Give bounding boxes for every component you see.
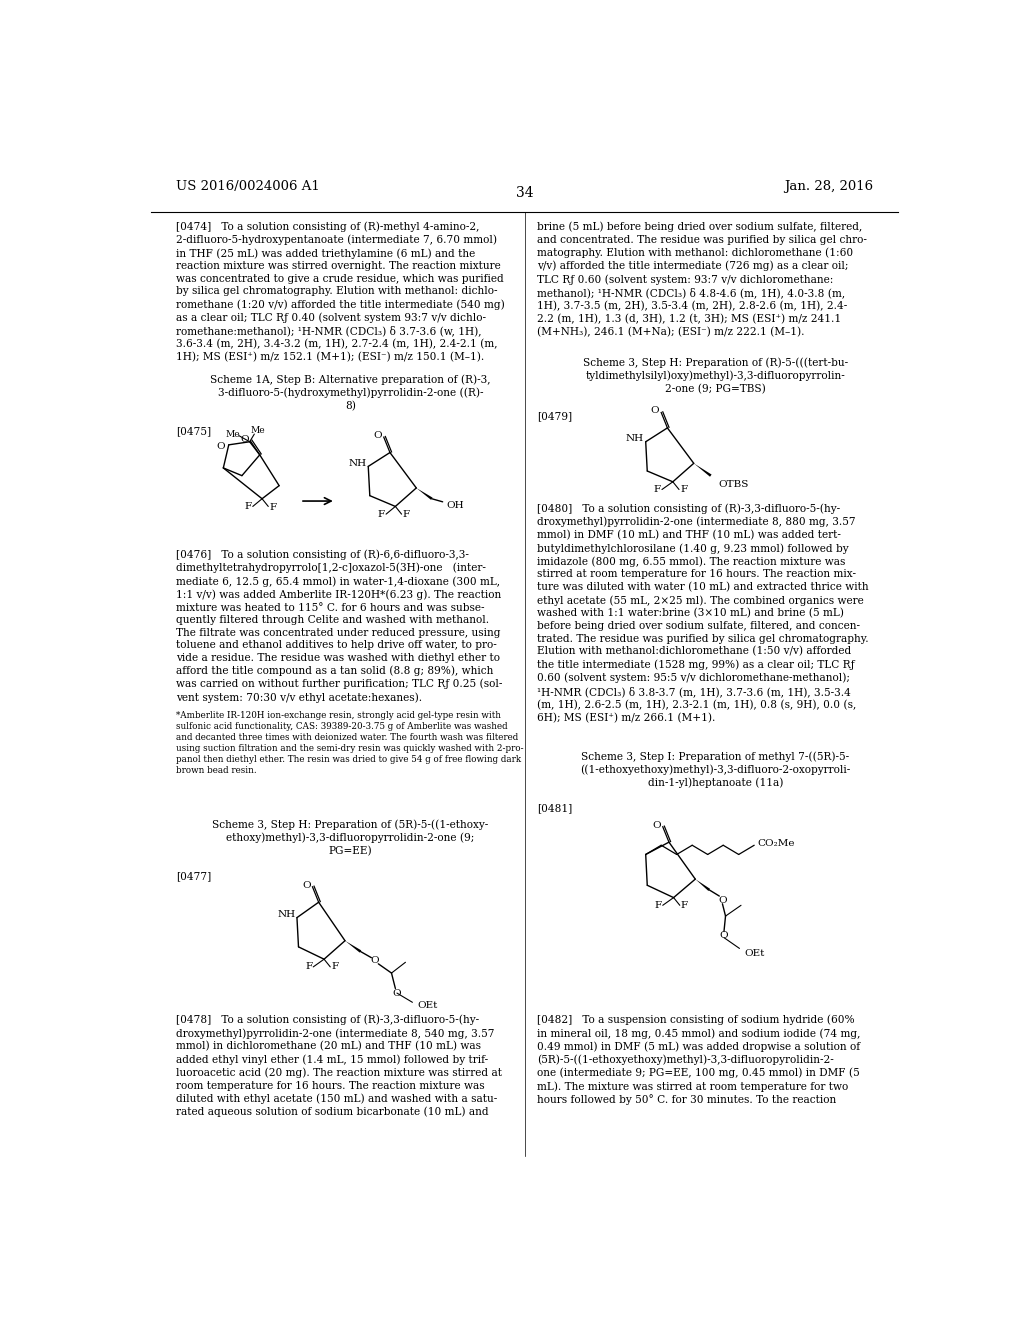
Text: [0477]: [0477] bbox=[176, 871, 211, 882]
Text: O: O bbox=[373, 432, 382, 440]
Text: O: O bbox=[240, 436, 249, 444]
Text: Jan. 28, 2016: Jan. 28, 2016 bbox=[784, 180, 873, 193]
Text: OH: OH bbox=[446, 502, 464, 510]
Text: F: F bbox=[378, 510, 385, 519]
Text: [0476]   To a solution consisting of (R)-6,6-difluoro-3,3-
dimethyltetrahydropyr: [0476] To a solution consisting of (R)-6… bbox=[176, 549, 503, 702]
Text: [0482]   To a suspension consisting of sodium hydride (60%
in mineral oil, 18 mg: [0482] To a suspension consisting of sod… bbox=[538, 1015, 860, 1105]
Text: O: O bbox=[217, 442, 225, 451]
Text: [0480]   To a solution consisting of (R)-3,3-difluoro-5-(hy-
droxymethyl)pyrroli: [0480] To a solution consisting of (R)-3… bbox=[538, 503, 868, 723]
Text: CO₂Me: CO₂Me bbox=[758, 840, 795, 849]
Text: OEt: OEt bbox=[417, 1001, 437, 1010]
Text: O: O bbox=[392, 989, 401, 998]
Text: NH: NH bbox=[278, 909, 295, 919]
Text: O: O bbox=[650, 407, 659, 416]
Text: 34: 34 bbox=[516, 186, 534, 201]
Text: Scheme 3, Step H: Preparation of (R)-5-(((tert-bu-
tyldimethylsilyl)oxy)methyl)-: Scheme 3, Step H: Preparation of (R)-5-(… bbox=[583, 358, 848, 393]
Text: F: F bbox=[653, 484, 660, 494]
Text: NH: NH bbox=[626, 434, 644, 444]
Text: [0479]: [0479] bbox=[538, 411, 572, 421]
Text: O: O bbox=[302, 880, 310, 890]
Text: F: F bbox=[681, 900, 688, 909]
Text: O: O bbox=[652, 821, 660, 830]
Text: F: F bbox=[269, 503, 276, 512]
Text: OEt: OEt bbox=[744, 949, 765, 957]
Text: F: F bbox=[305, 962, 312, 972]
Text: NH: NH bbox=[348, 459, 367, 467]
Text: O: O bbox=[718, 896, 727, 906]
Text: Me: Me bbox=[250, 426, 265, 436]
Text: OTBS: OTBS bbox=[719, 480, 749, 490]
Text: [0475]: [0475] bbox=[176, 426, 211, 437]
Text: brine (5 mL) before being dried over sodium sulfate, filtered,
and concentrated.: brine (5 mL) before being dried over sod… bbox=[538, 222, 867, 337]
Text: F: F bbox=[332, 962, 339, 972]
Text: Scheme 3, Step I: Preparation of methyl 7-((5R)-5-
((1-ethoxyethoxy)methyl)-3,3-: Scheme 3, Step I: Preparation of methyl … bbox=[581, 751, 851, 788]
Text: F: F bbox=[245, 502, 252, 511]
Text: Scheme 3, Step H: Preparation of (5R)-5-((1-ethoxy-
ethoxy)methyl)-3,3-difluorop: Scheme 3, Step H: Preparation of (5R)-5-… bbox=[212, 818, 488, 855]
Text: F: F bbox=[654, 900, 662, 909]
Polygon shape bbox=[693, 463, 712, 477]
Text: F: F bbox=[680, 484, 687, 494]
Polygon shape bbox=[345, 941, 361, 953]
Text: O: O bbox=[720, 931, 728, 940]
Text: US 2016/0024006 A1: US 2016/0024006 A1 bbox=[176, 180, 319, 193]
Text: [0478]   To a solution consisting of (R)-3,3-difluoro-5-(hy-
droxymethyl)pyrroli: [0478] To a solution consisting of (R)-3… bbox=[176, 1015, 502, 1117]
Text: [0474]   To a solution consisting of (R)-methyl 4-amino-2,
2-difluoro-5-hydroxyp: [0474] To a solution consisting of (R)-m… bbox=[176, 222, 505, 363]
Polygon shape bbox=[417, 488, 432, 500]
Polygon shape bbox=[695, 879, 710, 891]
Text: O: O bbox=[370, 956, 379, 965]
Text: *Amberlite IR-120H ion-exchange resin, strongly acid gel-type resin with
sulfoni: *Amberlite IR-120H ion-exchange resin, s… bbox=[176, 711, 523, 775]
Text: Scheme 1A, Step B: Alternative preparation of (R)-3,
3-difluoro-5-(hydroxymethyl: Scheme 1A, Step B: Alternative preparati… bbox=[210, 374, 490, 411]
Text: Me: Me bbox=[225, 429, 240, 438]
Text: [0481]: [0481] bbox=[538, 804, 572, 813]
Text: F: F bbox=[402, 510, 410, 519]
